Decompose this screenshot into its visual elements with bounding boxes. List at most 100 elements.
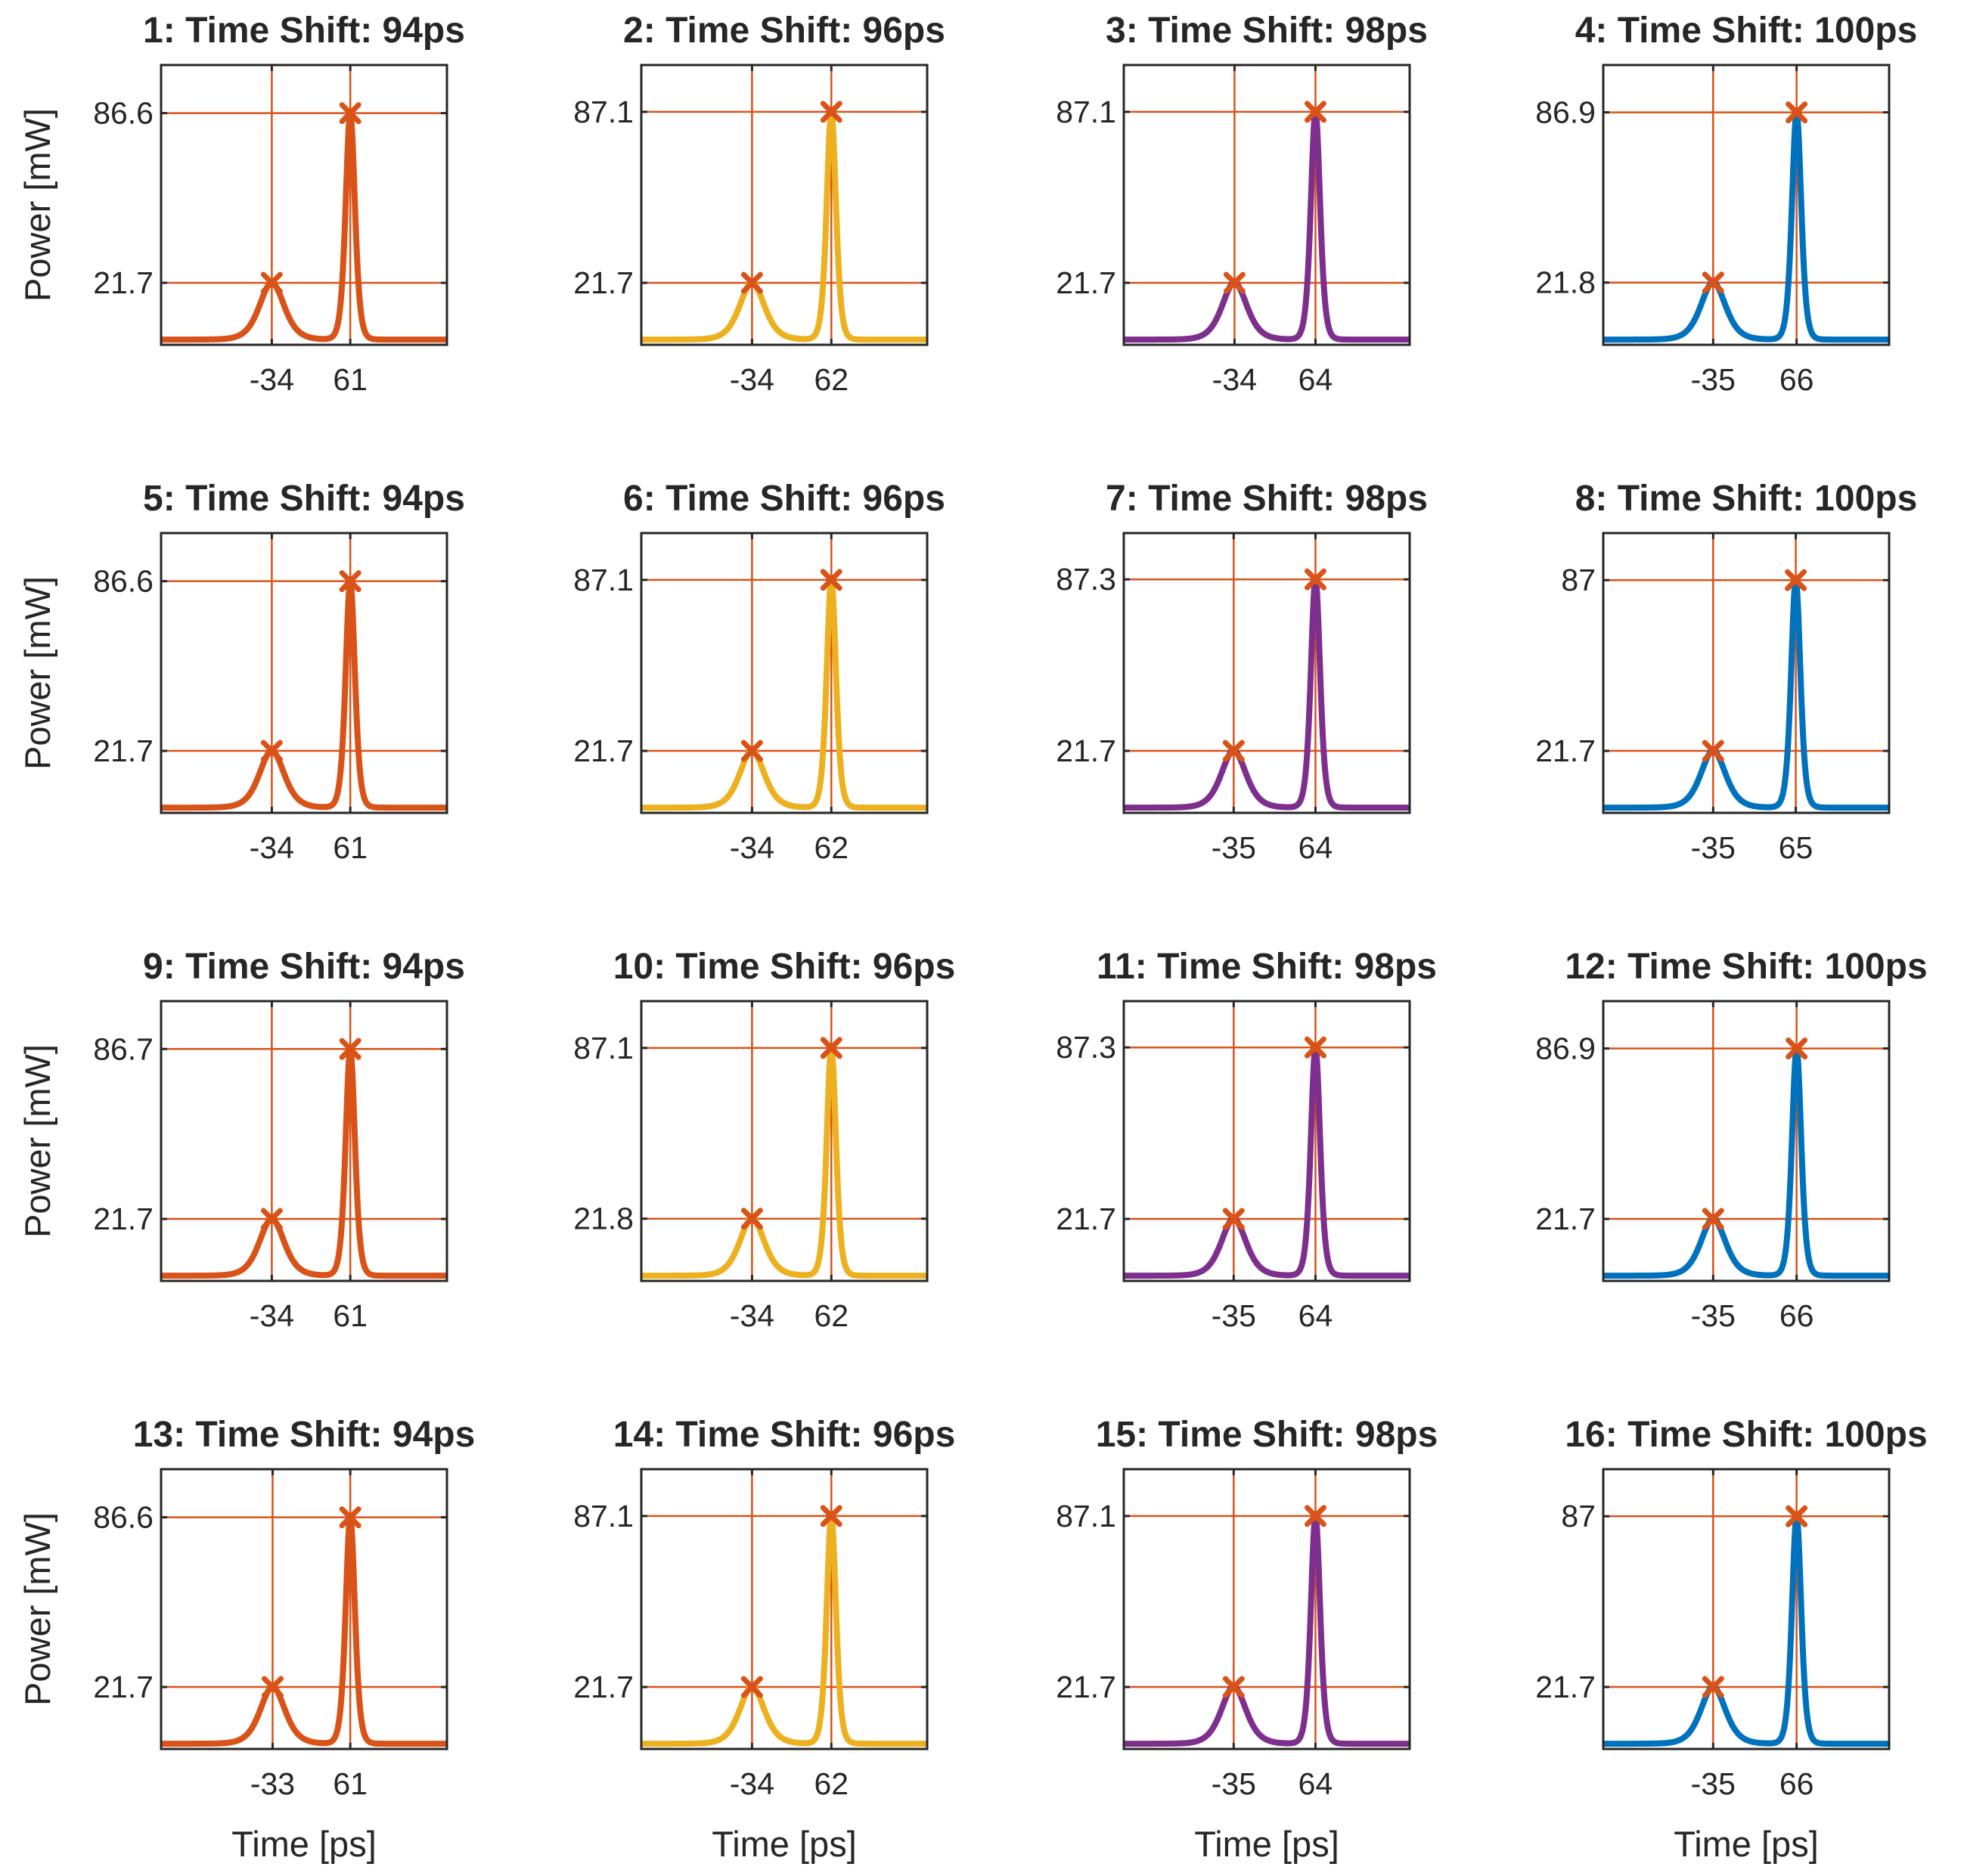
y-tick-label: 87.1 bbox=[573, 1031, 634, 1065]
axes-box bbox=[1602, 1468, 1891, 1750]
subplot-2: 2: Time Shift: 96ps -34 62 21.7 87.1 bbox=[573, 11, 945, 397]
x-tick-label: 62 bbox=[814, 362, 849, 397]
y-tick-label: 21.8 bbox=[1535, 265, 1596, 300]
x-tick-label: -35 bbox=[1212, 830, 1256, 865]
subplot-title: 9: Time Shift: 94ps bbox=[143, 947, 465, 987]
peak-marker bbox=[740, 740, 763, 762]
y-tick-label: 87 bbox=[1561, 1499, 1596, 1533]
pulse-line bbox=[1124, 109, 1410, 343]
plot-area bbox=[641, 1001, 927, 1281]
y-tick-label: 21.8 bbox=[573, 1202, 634, 1236]
peak-marker bbox=[339, 1506, 361, 1529]
peak-marker bbox=[1222, 1208, 1245, 1230]
peak-marker bbox=[1304, 568, 1326, 591]
axes-box bbox=[160, 64, 448, 346]
peak-marker bbox=[1702, 271, 1724, 294]
peak-marker bbox=[1786, 101, 1808, 124]
y-tick-label: 87.3 bbox=[1056, 1030, 1116, 1065]
subplot-1: 1: Time Shift: 94ps -34 61 21.7 86.6 Power [m… bbox=[17, 11, 465, 397]
y-tick-label: 86.6 bbox=[93, 564, 154, 599]
y-tick-label: 21.7 bbox=[1535, 1670, 1596, 1704]
subplot-5: 5: Time Shift: 94ps -34 61 21.7 86.6 Power [m… bbox=[17, 479, 465, 865]
y-tick-label: 21.7 bbox=[573, 265, 634, 300]
peak-marker bbox=[1304, 101, 1326, 123]
plot-area bbox=[1603, 1001, 1889, 1281]
peak-marker bbox=[1785, 569, 1807, 591]
pulse-line bbox=[641, 577, 927, 811]
peak-marker bbox=[1222, 740, 1245, 762]
peak-marker bbox=[740, 1676, 763, 1698]
y-tick-label: 21.7 bbox=[1535, 733, 1596, 768]
peak-marker bbox=[339, 1037, 361, 1060]
pulse-line bbox=[161, 110, 447, 343]
axes-box bbox=[1602, 532, 1891, 814]
peak-marker bbox=[820, 569, 842, 591]
axes-box bbox=[160, 1000, 448, 1282]
x-tick-label: 66 bbox=[1779, 362, 1814, 397]
subplot-3: 3: Time Shift: 98ps -34 64 21.7 87.1 bbox=[1056, 11, 1428, 397]
pulse-line bbox=[1124, 576, 1410, 811]
subplot-13: 13: Time Shift: 94ps -33 61 21.7 86.6 Power [… bbox=[17, 1415, 475, 1864]
pulse-line bbox=[1603, 577, 1889, 811]
y-tick-label: 87.1 bbox=[1056, 1499, 1116, 1533]
y-tick-label: 86.9 bbox=[1535, 1031, 1596, 1066]
x-axis-label: Time [ps] bbox=[1674, 1824, 1819, 1864]
x-tick-label: 62 bbox=[814, 1766, 849, 1801]
subplot-title: 6: Time Shift: 96ps bbox=[623, 479, 945, 519]
peak-marker bbox=[820, 1505, 842, 1527]
x-tick-label: 61 bbox=[333, 1766, 368, 1801]
x-tick-label: 61 bbox=[333, 1298, 368, 1333]
subplot-7: 7: Time Shift: 98ps -35 64 21.7 87.3 bbox=[1056, 479, 1428, 865]
axes-box bbox=[640, 64, 929, 346]
y-tick-label: 21.7 bbox=[1535, 1202, 1596, 1236]
y-tick-label: 87.1 bbox=[1056, 95, 1116, 129]
axes-box bbox=[1602, 64, 1891, 346]
y-tick-label: 87.1 bbox=[573, 563, 634, 597]
peak-marker bbox=[740, 271, 763, 294]
y-tick-label: 87 bbox=[1561, 563, 1596, 597]
y-axis-label: Power [mW] bbox=[17, 1044, 57, 1238]
subplot-title: 11: Time Shift: 98ps bbox=[1097, 947, 1437, 987]
plot-area bbox=[1124, 1001, 1410, 1281]
plot-area bbox=[161, 65, 447, 345]
y-tick-label: 21.7 bbox=[93, 265, 154, 300]
peak-marker bbox=[1304, 1036, 1326, 1059]
x-tick-label: -34 bbox=[730, 1298, 774, 1333]
subplot-title: 13: Time Shift: 94ps bbox=[133, 1415, 476, 1455]
y-tick-label: 87.3 bbox=[1056, 562, 1116, 597]
subplot-title: 2: Time Shift: 96ps bbox=[623, 11, 945, 51]
peak-marker bbox=[1223, 271, 1246, 294]
pulse-line bbox=[1124, 1044, 1410, 1279]
pulse-line bbox=[641, 109, 927, 343]
subplot-title: 12: Time Shift: 100ps bbox=[1565, 947, 1927, 987]
y-tick-label: 21.7 bbox=[93, 1202, 154, 1236]
peak-marker bbox=[260, 271, 283, 294]
peak-marker bbox=[1222, 1676, 1245, 1698]
plot-area bbox=[1603, 65, 1889, 345]
y-tick-label: 21.7 bbox=[1056, 1670, 1116, 1704]
axes-box bbox=[1122, 1468, 1411, 1750]
x-tick-label: -35 bbox=[1212, 1298, 1256, 1333]
y-tick-label: 86.7 bbox=[93, 1031, 154, 1066]
peak-marker bbox=[260, 1208, 283, 1230]
axes-box bbox=[1122, 532, 1411, 814]
subplot-15: 15: Time Shift: 98ps -35 64 21.7 87.1 Time [p… bbox=[1056, 1415, 1438, 1864]
pulse-line bbox=[1603, 109, 1889, 343]
subplot-title: 14: Time Shift: 96ps bbox=[613, 1415, 956, 1455]
x-tick-label: -34 bbox=[730, 1766, 774, 1801]
subplot-title: 15: Time Shift: 98ps bbox=[1096, 1415, 1438, 1455]
x-tick-label: 61 bbox=[333, 830, 368, 865]
x-tick-label: 64 bbox=[1298, 1766, 1333, 1801]
pulse-line bbox=[641, 1513, 927, 1747]
x-tick-label: 61 bbox=[333, 362, 368, 397]
subplot-title: 7: Time Shift: 98ps bbox=[1106, 479, 1428, 519]
pulse-line bbox=[161, 1514, 447, 1747]
y-tick-label: 21.7 bbox=[573, 733, 634, 768]
x-tick-label: -34 bbox=[250, 830, 294, 865]
plot-area bbox=[161, 1469, 447, 1749]
x-tick-label: -34 bbox=[730, 362, 774, 397]
peak-marker bbox=[1786, 1505, 1808, 1527]
y-tick-label: 86.6 bbox=[93, 1500, 154, 1535]
x-tick-label: -34 bbox=[1212, 362, 1257, 397]
